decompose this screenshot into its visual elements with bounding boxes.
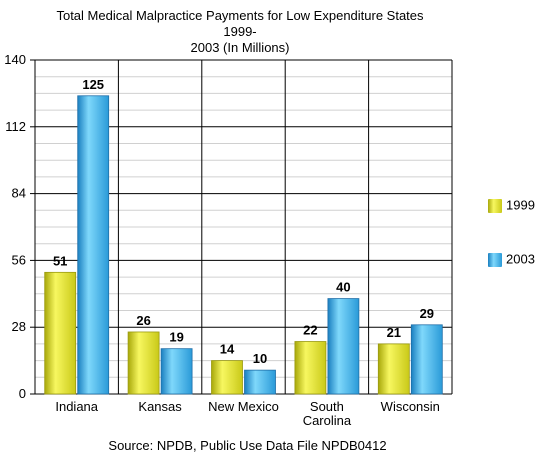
y-tick-label: 84 (12, 186, 26, 201)
data-label: 21 (387, 325, 401, 340)
data-label: 22 (303, 323, 317, 338)
x-tick-label: Indiana (55, 399, 98, 414)
bar-1999-south-carolina (294, 341, 327, 395)
bar-1999-new-mexico (211, 360, 243, 395)
data-label: 40 (336, 280, 350, 295)
bar-1999-indiana (44, 271, 77, 395)
y-tick-label: 112 (5, 119, 26, 134)
x-tick-label: Carolina (303, 413, 352, 428)
y-tick-label: 0 (19, 386, 26, 401)
chart-title: Total Medical Malpractice Payments for L… (40, 8, 440, 56)
data-label: 10 (253, 351, 267, 366)
data-label: 19 (169, 330, 183, 345)
x-tick-label: Wisconsin (381, 399, 440, 414)
x-tick-label: New Mexico (208, 399, 279, 414)
bar-2003-indiana (77, 95, 110, 395)
y-tick-label: 140 (4, 52, 26, 67)
y-tick-label: 56 (12, 252, 26, 267)
chart-title-line-2: 2003 (In Millions) (190, 40, 290, 55)
source-note: Source: NPDB, Public Use Data File NPDB0… (108, 438, 387, 453)
x-tick-label: Kansas (138, 399, 182, 414)
data-label: 29 (420, 306, 434, 321)
legend-item-2003: 2003 (488, 251, 535, 267)
data-label: 14 (220, 342, 235, 357)
bar-2003-south-carolina (327, 298, 360, 395)
bar-2003-kansas (160, 348, 193, 395)
legend-label-1999: 1999 (506, 197, 535, 213)
bar-1999-kansas (127, 331, 160, 395)
data-label: 26 (136, 313, 150, 328)
bar-2003-wisconsin (410, 324, 443, 395)
data-label: 51 (53, 253, 67, 268)
y-tick-label: 28 (12, 319, 26, 334)
chart-title-line-1: Total Medical Malpractice Payments for L… (56, 8, 424, 39)
bar-2003-new-mexico (244, 369, 276, 395)
legend-swatch-2003 (488, 252, 502, 267)
x-tick-label: South (310, 399, 344, 414)
data-label: 125 (82, 77, 104, 92)
legend-label-2003: 2003 (506, 251, 535, 267)
bar-1999-wisconsin (377, 343, 410, 395)
legend-item-1999: 1999 (488, 197, 535, 213)
legend-swatch-1999 (488, 198, 502, 213)
